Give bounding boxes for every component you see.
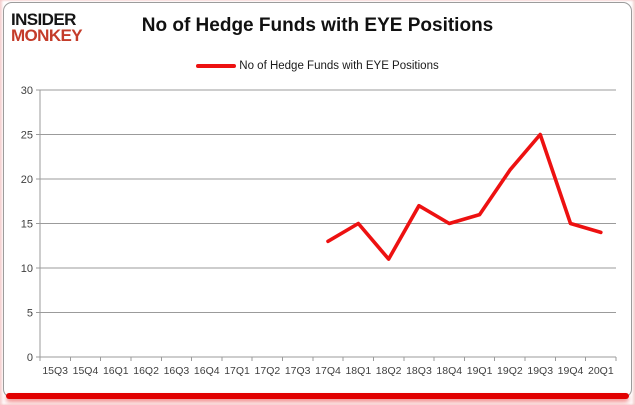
- x-tick-label: 18Q3: [406, 365, 432, 377]
- y-tick-label: 20: [21, 174, 33, 186]
- data-line: [326, 132, 603, 261]
- x-tick-label: 15Q3: [42, 365, 68, 377]
- x-tick-label: 18Q2: [376, 365, 402, 377]
- x-tick-label: 20Q1: [588, 365, 614, 377]
- y-tick-label: 15: [21, 218, 33, 230]
- y-tick-label: 10: [21, 263, 33, 275]
- x-tick-label: 19Q3: [527, 365, 553, 377]
- x-tick-label: 17Q3: [285, 365, 311, 377]
- x-tick-label: 18Q4: [436, 365, 462, 377]
- x-tick-label: 16Q2: [133, 365, 159, 377]
- logo-text-insider: INSIDER: [11, 10, 76, 29]
- insider-monkey-logo: INSIDER MONKEY: [11, 10, 83, 45]
- x-tick-label: 19Q4: [558, 365, 584, 377]
- x-tick-label: 16Q3: [164, 365, 190, 377]
- x-tick-label: 19Q1: [467, 365, 493, 377]
- legend-line-marker: [196, 64, 237, 68]
- legend-label: No of Hedge Funds with EYE Positions: [239, 60, 439, 72]
- legend: No of Hedge Funds with EYE Positions: [0, 60, 635, 72]
- x-tick-label: 17Q2: [255, 365, 281, 377]
- chart-outer-frame: [3, 2, 632, 398]
- x-tick-label: 17Q4: [315, 365, 341, 377]
- x-tick-label: 15Q4: [73, 365, 99, 377]
- y-tick-label: 5: [27, 307, 33, 319]
- chart-title: No of Hedge Funds with EYE Positions: [141, 15, 494, 36]
- x-tick-label: 16Q1: [103, 365, 129, 377]
- bottom-red-bar: [6, 393, 629, 399]
- logo-text-monkey: MONKEY: [11, 25, 83, 45]
- y-tick-label: 25: [21, 129, 33, 141]
- x-tick-label: 16Q4: [194, 365, 220, 377]
- x-tick-label: 19Q2: [497, 365, 523, 377]
- y-tick-label: 30: [21, 85, 33, 97]
- x-tick-label: 18Q1: [345, 365, 371, 377]
- x-tick-label: 17Q1: [224, 365, 250, 377]
- y-tick-label: 0: [27, 352, 33, 364]
